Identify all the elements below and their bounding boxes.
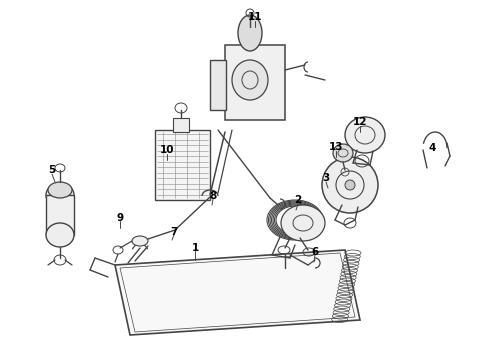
Ellipse shape <box>345 117 385 153</box>
Text: 11: 11 <box>248 12 262 22</box>
Bar <box>173 118 189 132</box>
Ellipse shape <box>238 15 262 51</box>
Text: 6: 6 <box>311 247 318 257</box>
Text: 8: 8 <box>209 191 217 201</box>
Text: 2: 2 <box>294 195 302 205</box>
Ellipse shape <box>46 223 74 247</box>
Ellipse shape <box>345 180 355 190</box>
Bar <box>225 45 285 120</box>
Ellipse shape <box>232 60 268 100</box>
Ellipse shape <box>46 183 74 207</box>
Text: 10: 10 <box>160 145 174 155</box>
Text: 4: 4 <box>428 143 436 153</box>
Text: 7: 7 <box>171 227 178 237</box>
Text: 3: 3 <box>322 173 330 183</box>
Polygon shape <box>115 250 360 335</box>
Bar <box>46 195 74 235</box>
Text: 9: 9 <box>117 213 123 223</box>
Bar <box>155 130 210 200</box>
Ellipse shape <box>48 182 72 198</box>
Text: 5: 5 <box>49 165 56 175</box>
Text: 12: 12 <box>353 117 367 127</box>
Ellipse shape <box>333 144 353 162</box>
Ellipse shape <box>281 205 325 241</box>
Bar <box>210 60 226 110</box>
Ellipse shape <box>132 236 148 246</box>
Text: 13: 13 <box>329 142 343 152</box>
Text: 1: 1 <box>192 243 198 253</box>
Ellipse shape <box>322 157 378 213</box>
